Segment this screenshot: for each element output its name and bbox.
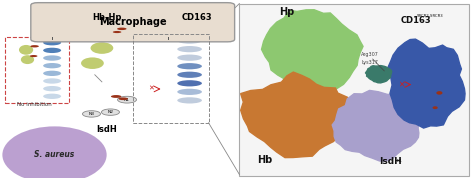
Text: Macrophage: Macrophage bbox=[99, 17, 166, 27]
Ellipse shape bbox=[100, 26, 123, 38]
Text: IsdH: IsdH bbox=[379, 157, 402, 166]
Text: Hp: Hp bbox=[279, 7, 294, 17]
Ellipse shape bbox=[177, 97, 202, 104]
Ellipse shape bbox=[30, 55, 37, 57]
Text: N2: N2 bbox=[108, 110, 113, 114]
Text: ✕: ✕ bbox=[398, 80, 405, 89]
Ellipse shape bbox=[177, 55, 202, 61]
Text: N3: N3 bbox=[89, 112, 94, 116]
Polygon shape bbox=[365, 66, 392, 83]
Ellipse shape bbox=[43, 40, 61, 45]
Ellipse shape bbox=[177, 46, 202, 52]
Ellipse shape bbox=[2, 126, 107, 178]
Ellipse shape bbox=[118, 98, 128, 100]
FancyBboxPatch shape bbox=[239, 4, 469, 176]
Ellipse shape bbox=[101, 109, 119, 115]
Ellipse shape bbox=[113, 31, 121, 33]
Text: ✕: ✕ bbox=[148, 86, 154, 92]
Ellipse shape bbox=[21, 55, 34, 64]
Text: Lys317: Lys317 bbox=[361, 60, 378, 65]
Ellipse shape bbox=[177, 80, 202, 87]
Ellipse shape bbox=[117, 28, 127, 30]
Text: CD163: CD163 bbox=[401, 16, 431, 25]
Polygon shape bbox=[241, 72, 355, 158]
Ellipse shape bbox=[43, 78, 61, 84]
Ellipse shape bbox=[111, 95, 121, 98]
Ellipse shape bbox=[43, 86, 61, 91]
Ellipse shape bbox=[177, 63, 202, 69]
Ellipse shape bbox=[177, 89, 202, 95]
Ellipse shape bbox=[177, 29, 202, 35]
FancyBboxPatch shape bbox=[31, 3, 235, 42]
Ellipse shape bbox=[30, 45, 39, 48]
Text: N1: N1 bbox=[396, 159, 402, 163]
Ellipse shape bbox=[43, 63, 61, 68]
Text: Hb: Hb bbox=[257, 155, 272, 165]
Text: N1: N1 bbox=[124, 98, 130, 102]
Ellipse shape bbox=[19, 45, 33, 55]
Ellipse shape bbox=[43, 48, 61, 53]
Polygon shape bbox=[332, 90, 419, 161]
Ellipse shape bbox=[82, 111, 100, 117]
Text: Hb-Hp: Hb-Hp bbox=[92, 13, 121, 22]
Polygon shape bbox=[388, 39, 465, 128]
Text: CD163: CD163 bbox=[182, 13, 212, 22]
Text: S. aureus: S. aureus bbox=[35, 150, 74, 159]
Ellipse shape bbox=[43, 94, 61, 99]
Polygon shape bbox=[262, 10, 363, 91]
Ellipse shape bbox=[43, 71, 61, 76]
Ellipse shape bbox=[177, 72, 202, 78]
Ellipse shape bbox=[177, 38, 202, 44]
Text: SRCR2,SRCR3: SRCR2,SRCR3 bbox=[417, 14, 444, 18]
Ellipse shape bbox=[436, 91, 443, 95]
Ellipse shape bbox=[118, 96, 137, 103]
Text: Arg307: Arg307 bbox=[361, 52, 379, 57]
Ellipse shape bbox=[432, 106, 438, 109]
Text: No inhibition: No inhibition bbox=[17, 102, 52, 107]
Ellipse shape bbox=[91, 42, 113, 54]
Ellipse shape bbox=[43, 55, 61, 61]
Text: IsdH: IsdH bbox=[96, 125, 117, 134]
Ellipse shape bbox=[81, 57, 104, 69]
